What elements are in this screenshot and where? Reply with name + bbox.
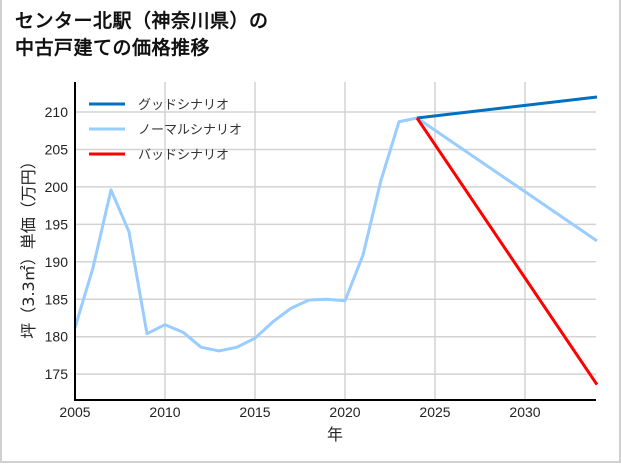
- y-axis-label: 坪（3.3㎡）単価（万円）: [19, 153, 38, 338]
- y-tick-label: 205: [45, 141, 69, 157]
- legend-label: グッドシナリオ: [138, 98, 229, 113]
- y-tick-label: 200: [45, 179, 69, 195]
- series-line-0: [416, 95, 598, 120]
- series-line-2: [415, 117, 599, 386]
- x-tick-label: 2005: [59, 404, 90, 420]
- x-tick-label: 2030: [509, 404, 540, 420]
- x-tick-label: 2025: [419, 404, 450, 420]
- x-tick-label: 2020: [329, 404, 360, 420]
- y-tick-label: 190: [45, 254, 69, 270]
- x-tick-label: 2010: [149, 404, 180, 420]
- y-tick-label: 175: [45, 366, 69, 382]
- x-tick-label: 2015: [239, 404, 270, 420]
- legend-label: バッドシナリオ: [138, 148, 229, 163]
- y-tick-label: 210: [45, 104, 69, 120]
- y-tick-label: 185: [45, 291, 69, 307]
- chart-title: センター北駅（神奈川県）の 中古戸建ての価格推移: [15, 8, 269, 62]
- legend-label: ノーマルシナリオ: [138, 123, 242, 138]
- chart-title-line1: センター北駅（神奈川県）の: [15, 10, 269, 32]
- x-axis-label: 年: [327, 425, 343, 444]
- chart-title-line2: 中古戸建ての価格推移: [15, 37, 211, 59]
- y-tick-label: 195: [45, 216, 69, 232]
- series-line-1: [73, 116, 598, 353]
- y-tick-label: 180: [45, 329, 69, 345]
